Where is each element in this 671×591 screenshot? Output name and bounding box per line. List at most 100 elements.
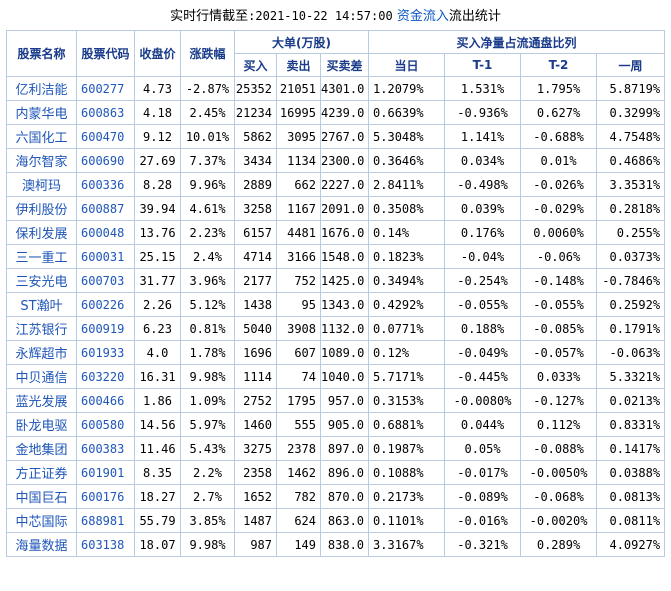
stock-name-link[interactable]: 保利发展 <box>6 220 77 245</box>
header-diff: 买卖差 <box>319 53 370 77</box>
buy-volume: 1114 <box>234 364 277 389</box>
buy-volume: 1460 <box>234 412 277 437</box>
stock-code-link[interactable]: 600863 <box>76 100 135 125</box>
stock-name-link[interactable]: 中芯国际 <box>6 508 77 533</box>
ratio-t2: -0.127% <box>520 388 598 413</box>
sell-volume: 2378 <box>276 436 321 461</box>
ratio-today: 0.1987% <box>368 436 446 461</box>
stock-name-link[interactable]: 蓝光发展 <box>6 388 77 413</box>
close-price: 4.0 <box>134 340 181 365</box>
ratio-week: 0.0811% <box>596 508 666 533</box>
ratio-today: 0.1823% <box>368 244 446 269</box>
table-row: 江苏银行 600919 6.23 0.81% 5040 3908 1132.0 0.0771%… <box>6 316 666 341</box>
stock-code-link[interactable]: 600031 <box>76 244 135 269</box>
sell-volume: 74 <box>276 364 321 389</box>
table-row: 三一重工 600031 25.15 2.4% 4714 3166 1548.0 0.1823%… <box>6 244 666 269</box>
stock-name-link[interactable]: 伊利股份 <box>6 196 77 221</box>
change-pct: 2.23% <box>180 220 235 245</box>
stock-name-link[interactable]: 卧龙电驱 <box>6 412 77 437</box>
stock-code-link[interactable]: 600580 <box>76 412 135 437</box>
close-price: 14.56 <box>134 412 181 437</box>
table-row: 内蒙华电 600863 4.18 2.45% 21234 16995 4239.0 0.663… <box>6 100 666 125</box>
header-today: 当日 <box>368 53 446 77</box>
stock-name-link[interactable]: 三一重工 <box>6 244 77 269</box>
stock-name-link[interactable]: 澳柯玛 <box>6 172 77 197</box>
page-title: 实时行情截至:2021-10-22 14:57:00 资金流入流出统计 <box>0 0 671 30</box>
close-price: 16.31 <box>134 364 181 389</box>
ratio-t1: -0.254% <box>444 268 522 293</box>
ratio-t2: -0.057% <box>520 340 598 365</box>
stock-name-link[interactable]: ST瀚叶 <box>6 292 77 317</box>
stock-name-link[interactable]: 永辉超市 <box>6 340 77 365</box>
stock-code-link[interactable]: 600887 <box>76 196 135 221</box>
stock-name-link[interactable]: 金地集团 <box>6 436 77 461</box>
close-price: 2.26 <box>134 292 181 317</box>
change-pct: 2.4% <box>180 244 235 269</box>
buy-volume: 2889 <box>234 172 277 197</box>
stock-code-link[interactable]: 600277 <box>76 76 135 101</box>
header-sell: 卖出 <box>276 53 321 77</box>
stock-name-link[interactable]: 海量数据 <box>6 532 77 557</box>
change-pct: 4.61% <box>180 196 235 221</box>
stock-code-link[interactable]: 603220 <box>76 364 135 389</box>
ratio-week: 0.2592% <box>596 292 666 317</box>
stock-code-link[interactable]: 600048 <box>76 220 135 245</box>
stock-name-link[interactable]: 中国巨石 <box>6 484 77 509</box>
ratio-week: 3.3531% <box>596 172 666 197</box>
stock-code-link[interactable]: 603138 <box>76 532 135 557</box>
stock-code-link[interactable]: 600176 <box>76 484 135 509</box>
change-pct: 5.43% <box>180 436 235 461</box>
buy-volume: 2358 <box>234 460 277 485</box>
ratio-t2: -0.06% <box>520 244 598 269</box>
table-row: 海尔智家 600690 27.69 7.37% 3434 1134 2300.0 0.3646… <box>6 148 666 173</box>
ratio-week: -0.7846% <box>596 268 666 293</box>
table-row: 六国化工 600470 9.12 10.01% 5862 3095 2767.0 5.3048… <box>6 124 666 149</box>
sell-volume: 149 <box>276 532 321 557</box>
stock-name-link[interactable]: 江苏银行 <box>6 316 77 341</box>
ratio-today: 0.2173% <box>368 484 446 509</box>
ratio-today: 0.3494% <box>368 268 446 293</box>
ratio-week: 4.7548% <box>596 124 666 149</box>
header-buy: 买入 <box>234 53 277 77</box>
sell-volume: 662 <box>276 172 321 197</box>
stock-name-link[interactable]: 六国化工 <box>6 124 77 149</box>
change-pct: 0.81% <box>180 316 235 341</box>
stock-code-link[interactable]: 600690 <box>76 148 135 173</box>
buy-volume: 987 <box>234 532 277 557</box>
stock-name-link[interactable]: 三安光电 <box>6 268 77 293</box>
ratio-t2: 0.627% <box>520 100 598 125</box>
close-price: 18.07 <box>134 532 181 557</box>
ratio-week: 0.0213% <box>596 388 666 413</box>
ratio-t1: -0.089% <box>444 484 522 509</box>
stock-code-link[interactable]: 601901 <box>76 460 135 485</box>
buy-sell-diff: 957.0 <box>319 388 370 413</box>
fund-inflow-link[interactable]: 资金流入 <box>396 9 449 24</box>
stock-name-link[interactable]: 亿利洁能 <box>6 76 77 101</box>
stock-code-link[interactable]: 601933 <box>76 340 135 365</box>
stock-code-link[interactable]: 600703 <box>76 268 135 293</box>
stock-code-link[interactable]: 688981 <box>76 508 135 533</box>
ratio-t1: 0.044% <box>444 412 522 437</box>
stock-code-link[interactable]: 600336 <box>76 172 135 197</box>
stock-name-link[interactable]: 内蒙华电 <box>6 100 77 125</box>
stock-name-link[interactable]: 中贝通信 <box>6 364 77 389</box>
ratio-t1: 1.141% <box>444 124 522 149</box>
table-row: 亿利洁能 600277 4.73 -2.87% 25352 21051 4301.0 1.20… <box>6 76 666 101</box>
ratio-t1: -0.445% <box>444 364 522 389</box>
stock-code-link[interactable]: 600226 <box>76 292 135 317</box>
stock-name-link[interactable]: 海尔智家 <box>6 148 77 173</box>
stock-code-link[interactable]: 600466 <box>76 388 135 413</box>
stock-code-link[interactable]: 600383 <box>76 436 135 461</box>
buy-sell-diff: 1089.0 <box>319 340 370 365</box>
ratio-t2: -0.0020% <box>520 508 598 533</box>
stock-code-link[interactable]: 600919 <box>76 316 135 341</box>
close-price: 8.35 <box>134 460 181 485</box>
stock-name-link[interactable]: 方正证券 <box>6 460 77 485</box>
change-pct: 3.85% <box>180 508 235 533</box>
ratio-week: 0.0813% <box>596 484 666 509</box>
sell-volume: 1795 <box>276 388 321 413</box>
ratio-t2: -0.0050% <box>520 460 598 485</box>
stock-code-link[interactable]: 600470 <box>76 124 135 149</box>
ratio-today: 0.4292% <box>368 292 446 317</box>
ratio-t2: 0.289% <box>520 532 598 557</box>
